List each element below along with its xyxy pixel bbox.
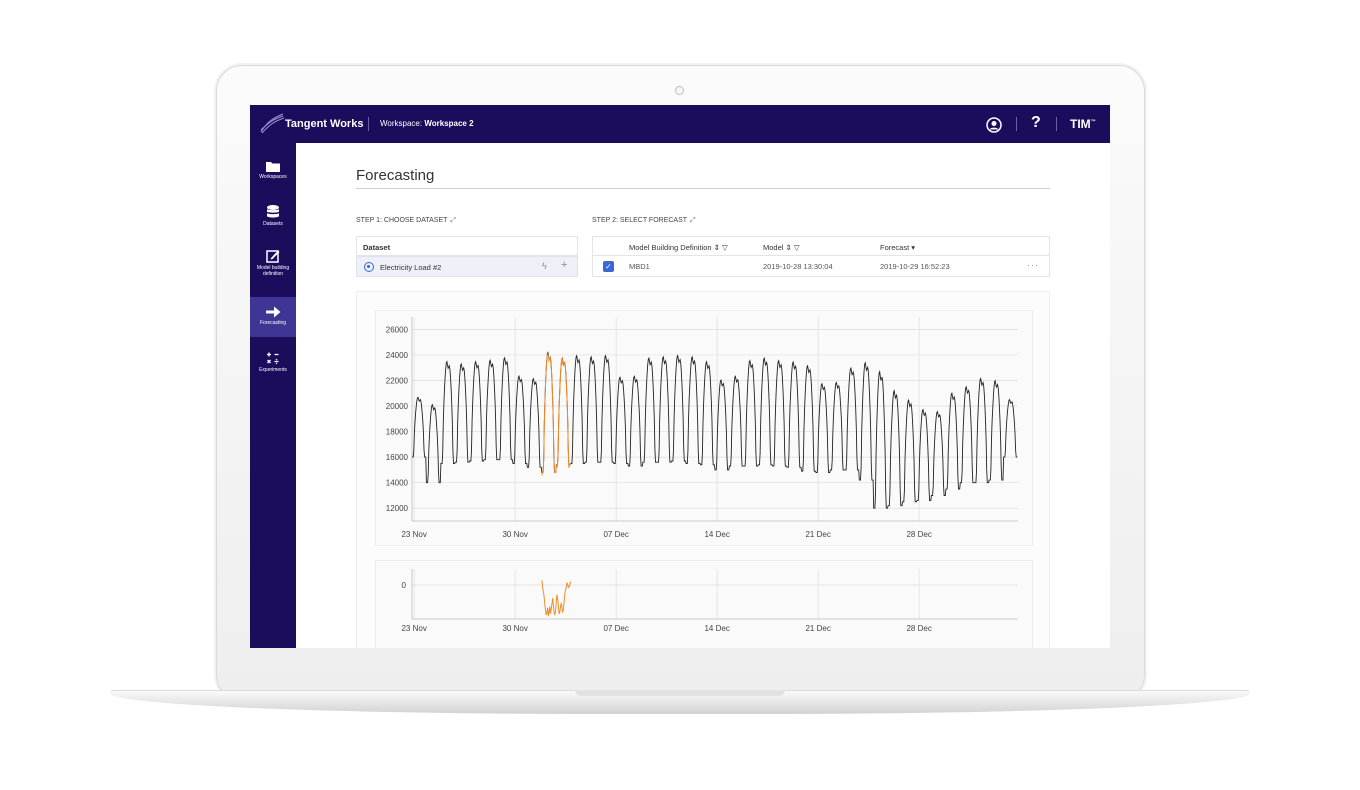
main-chart[interactable]: 12000 14000 16000 18000 20000 22000 24000 26000…: [376, 311, 1034, 547]
sidebar: Workspaces Datasets Model building defin…: [250, 143, 296, 648]
forecast-cell: 2019-10-29 16:52:23: [880, 262, 950, 271]
y-tick-label: 18000: [386, 428, 409, 437]
calculator-icon: [267, 352, 279, 365]
y-tick-label: 20000: [386, 402, 409, 411]
sidebar-item-label: Workspaces: [259, 174, 287, 180]
product-label: TIM: [1070, 117, 1091, 131]
sidebar-item-label: Experiments: [259, 367, 287, 373]
x-tick-label: 23 Nov: [401, 530, 426, 539]
title-divider: [356, 188, 1050, 189]
user-icon[interactable]: [986, 117, 1002, 133]
more-options-icon[interactable]: ···: [1027, 260, 1039, 270]
divider: [1016, 117, 1017, 131]
mbd-header-label: Model Building Definition ⇕: [629, 243, 720, 252]
error-chart[interactable]: 0 23 Nov 30 Nov 07 Dec 14 Dec 21 Dec 28 Dec: [376, 561, 1034, 648]
step2-text: STEP 2: SELECT FORECAST: [592, 217, 688, 224]
error-series-line: [541, 580, 572, 617]
sidebar-item-workspaces[interactable]: Workspaces: [250, 161, 296, 180]
sidebar-item-label: Datasets: [263, 221, 283, 227]
x-tick-label: 07 Dec: [603, 624, 628, 633]
bolt-icon[interactable]: ϟ: [542, 261, 547, 271]
x-tick-label: 30 Nov: [502, 530, 527, 539]
forecast-series-line: [541, 353, 572, 476]
expand-icon[interactable]: ⤢: [690, 217, 696, 224]
model-cell: 2019-10-28 13:30:04: [763, 262, 833, 271]
brand-name[interactable]: Tangent Works: [285, 118, 364, 130]
y-tick-label: 22000: [386, 376, 409, 385]
sidebar-item-label: Model building definition: [256, 265, 290, 277]
table-row[interactable]: ✓ MBD1 2019-10-28 13:30:04 2019-10-29 16…: [592, 256, 1050, 277]
forecast-table-header: Model Building Definition ⇕ ▽ Model ⇕ ▽ …: [592, 236, 1050, 256]
product-name[interactable]: TIM™: [1070, 117, 1096, 131]
sidebar-item-forecasting[interactable]: Forecasting: [250, 297, 296, 337]
y-tick-label: 0: [402, 581, 407, 590]
actual-series-line: [412, 351, 1018, 509]
divider: [368, 117, 369, 131]
x-tick-label: 14 Dec: [704, 624, 729, 633]
folder-icon: [266, 162, 280, 172]
x-tick-label: 14 Dec: [704, 530, 729, 539]
arrow-right-icon: [265, 306, 280, 318]
x-tick-label: 23 Nov: [401, 624, 426, 633]
x-tick-label: 28 Dec: [906, 624, 931, 633]
y-tick-label: 12000: [386, 504, 409, 513]
camera: [675, 86, 684, 95]
x-tick-label: 07 Dec: [603, 530, 628, 539]
trademark: ™: [1090, 119, 1096, 125]
laptop-notch: [575, 690, 785, 696]
y-tick-label: 24000: [386, 351, 409, 360]
page-title: Forecasting: [356, 167, 435, 184]
row-checkbox[interactable]: ✓: [603, 261, 614, 272]
dataset-column-header: Dataset: [356, 236, 578, 256]
x-tick-label: 21 Dec: [805, 624, 830, 633]
sidebar-item-model-building-definition[interactable]: Model building definition: [250, 249, 296, 277]
workspace-prefix: Workspace:: [380, 119, 423, 128]
edit-icon: [266, 250, 280, 263]
step1-label: STEP 1: CHOOSE DATASET ⤢: [356, 217, 456, 225]
chart-panel: 12000 14000 16000 18000 20000 22000 24000 26000…: [356, 291, 1050, 648]
dataset-name: Electricity Load #2: [380, 263, 442, 272]
step1-text: STEP 1: CHOOSE DATASET: [356, 217, 448, 224]
sidebar-item-datasets[interactable]: Datasets: [250, 205, 296, 227]
main-chart-box: 12000 14000 16000 18000 20000 22000 24000 26000…: [375, 310, 1033, 546]
dataset-row[interactable]: Electricity Load #2 ϟ +: [356, 256, 578, 277]
y-tick-label: 14000: [386, 479, 409, 488]
workspace-switcher[interactable]: Workspace: Workspace 2: [380, 119, 474, 128]
plus-icon[interactable]: +: [561, 259, 568, 271]
help-icon[interactable]: ?: [1031, 114, 1041, 131]
logo-icon: [260, 113, 285, 134]
y-tick-label: 26000: [386, 325, 409, 334]
divider: [1056, 117, 1057, 131]
workspace-name: Workspace 2: [424, 119, 474, 128]
mbd-column-header[interactable]: Model Building Definition ⇕ ▽: [629, 243, 728, 252]
x-tick-label: 30 Nov: [502, 624, 527, 633]
database-icon: [267, 205, 279, 218]
forecast-column-header[interactable]: Forecast ▾: [880, 243, 916, 252]
model-column-header[interactable]: Model ⇕ ▽: [763, 243, 800, 252]
filter-icon[interactable]: ▽: [793, 243, 800, 252]
top-bar: Tangent Works Workspace: Workspace 2 ? T…: [250, 105, 1110, 143]
filter-icon[interactable]: ▽: [722, 243, 728, 252]
y-tick-label: 16000: [386, 453, 409, 462]
model-header-label: Model ⇕: [763, 243, 792, 252]
expand-icon[interactable]: ⤢: [450, 217, 457, 224]
x-tick-label: 28 Dec: [906, 530, 931, 539]
mbd-cell: MBD1: [629, 262, 650, 271]
app-screen: Tangent Works Workspace: Workspace 2 ? T…: [250, 105, 1110, 648]
sidebar-item-experiments[interactable]: Experiments: [250, 351, 296, 373]
x-tick-label: 21 Dec: [805, 530, 830, 539]
step2-label: STEP 2: SELECT FORECAST ⤢: [592, 217, 696, 225]
sidebar-item-label: Forecasting: [259, 320, 287, 326]
error-chart-box: 0 23 Nov 30 Nov 07 Dec 14 Dec 21 Dec 28 Dec: [375, 560, 1033, 648]
dataset-radio[interactable]: [364, 262, 374, 272]
